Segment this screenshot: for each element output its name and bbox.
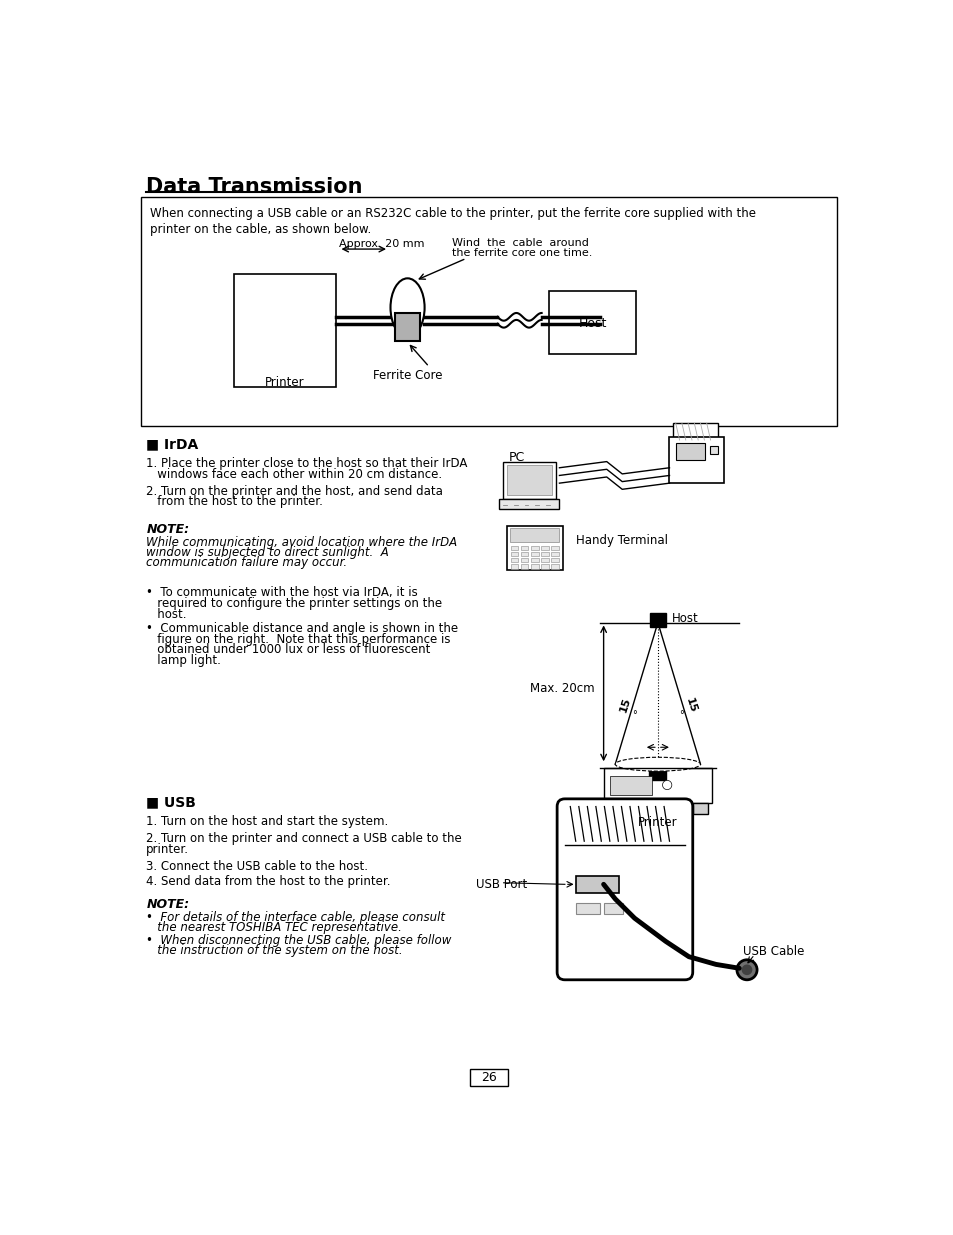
Bar: [550, 564, 558, 568]
Text: °: °: [678, 710, 682, 720]
Text: Approx. 20 mm: Approx. 20 mm: [338, 240, 424, 249]
Bar: [510, 552, 517, 556]
Text: PC: PC: [509, 451, 525, 464]
Ellipse shape: [390, 278, 424, 337]
Text: host.: host.: [146, 608, 187, 621]
FancyBboxPatch shape: [557, 799, 692, 979]
Bar: [540, 564, 548, 568]
Bar: [520, 552, 528, 556]
Bar: [233, 274, 335, 387]
Text: required to configure the printer settings on the: required to configure the printer settin…: [146, 597, 442, 610]
Text: Ferrite Core: Ferrite Core: [373, 369, 442, 382]
Text: •  Communicable distance and angle is shown in the: • Communicable distance and angle is sho…: [146, 621, 458, 635]
Ellipse shape: [615, 757, 700, 771]
Bar: [510, 564, 517, 568]
Bar: [609, 776, 652, 795]
Text: Host: Host: [578, 317, 606, 330]
Text: the instruction of the system on the host.: the instruction of the system on the hos…: [146, 945, 402, 957]
Bar: [395, 312, 419, 341]
Bar: [530, 564, 537, 568]
Bar: [607, 803, 622, 814]
Text: 15: 15: [682, 697, 697, 714]
Text: •  When disconnecting the USB cable, please follow: • When disconnecting the USB cable, plea…: [146, 934, 452, 946]
Text: lamp light.: lamp light.: [146, 655, 221, 667]
Text: the nearest TOSHIBA TEC representative.: the nearest TOSHIBA TEC representative.: [146, 920, 402, 934]
Bar: [506, 526, 562, 571]
Text: window is subjected to direct sunlight.  A: window is subjected to direct sunlight. …: [146, 546, 389, 558]
Text: Printer: Printer: [265, 377, 305, 389]
Text: While communicating, avoid location where the IrDA: While communicating, avoid location wher…: [146, 536, 457, 548]
Text: •  For details of the interface cable, please consult: • For details of the interface cable, pl…: [146, 910, 445, 924]
Text: 1. Turn on the host and start the system.: 1. Turn on the host and start the system…: [146, 815, 388, 827]
Bar: [649, 768, 666, 781]
Bar: [549, 290, 636, 353]
Text: Printer: Printer: [638, 816, 677, 829]
Text: USB Port: USB Port: [476, 878, 526, 892]
Bar: [669, 437, 723, 483]
Text: °: °: [632, 710, 637, 720]
Bar: [520, 564, 528, 568]
Text: figure on the right.  Note that this performance is: figure on the right. Note that this perf…: [146, 632, 451, 646]
Text: the ferrite core one time.: the ferrite core one time.: [452, 248, 592, 258]
Text: printer on the cable, as shown below.: printer on the cable, as shown below.: [150, 222, 371, 236]
Text: 3. Connect the USB cable to the host.: 3. Connect the USB cable to the host.: [146, 860, 368, 873]
Bar: [470, 1070, 507, 1086]
Text: 1. Place the printer close to the host so that their IrDA: 1. Place the printer close to the host s…: [146, 457, 467, 471]
Bar: [576, 876, 618, 893]
Bar: [649, 614, 665, 627]
Bar: [550, 552, 558, 556]
Text: Host: Host: [671, 611, 698, 625]
Circle shape: [661, 781, 671, 789]
Bar: [498, 499, 558, 509]
Bar: [550, 558, 558, 562]
Text: 2. Turn on the printer and the host, and send data: 2. Turn on the printer and the host, and…: [146, 484, 443, 498]
Text: NOTE:: NOTE:: [146, 524, 190, 536]
Text: NOTE:: NOTE:: [146, 898, 190, 911]
Text: Wind  the  cable  around: Wind the cable around: [452, 238, 589, 248]
Text: from the host to the printer.: from the host to the printer.: [146, 495, 323, 509]
Bar: [540, 558, 548, 562]
Text: printer.: printer.: [146, 842, 190, 856]
Text: USB Cable: USB Cable: [742, 945, 803, 958]
Circle shape: [736, 960, 757, 979]
Bar: [692, 803, 707, 814]
Text: 4. Send data from the host to the printer.: 4. Send data from the host to the printe…: [146, 876, 391, 888]
Text: •  To communicate with the host via IrDA, it is: • To communicate with the host via IrDA,…: [146, 587, 417, 599]
Bar: [520, 546, 528, 550]
Text: 2. Turn on the printer and connect a USB cable to the: 2. Turn on the printer and connect a USB…: [146, 832, 461, 845]
Bar: [506, 466, 551, 495]
Bar: [530, 558, 537, 562]
Bar: [675, 443, 704, 461]
Bar: [603, 903, 622, 914]
Text: communication failure may occur.: communication failure may occur.: [146, 556, 347, 568]
Bar: [576, 903, 599, 914]
Bar: [540, 546, 548, 550]
Bar: [510, 546, 517, 550]
Circle shape: [741, 966, 751, 974]
Bar: [603, 768, 711, 803]
Text: ■ IrDA: ■ IrDA: [146, 437, 198, 451]
Text: ■ USB: ■ USB: [146, 795, 196, 809]
Text: Handy Terminal: Handy Terminal: [576, 535, 668, 547]
Bar: [502, 462, 555, 499]
Text: 15: 15: [618, 697, 632, 714]
Bar: [550, 546, 558, 550]
Bar: [709, 446, 717, 454]
Bar: [530, 552, 537, 556]
Bar: [520, 558, 528, 562]
Text: windows face each other within 20 cm distance.: windows face each other within 20 cm dis…: [146, 468, 442, 480]
Bar: [673, 424, 718, 440]
Bar: [510, 558, 517, 562]
Text: obtained under 1000 lux or less of fluorescent: obtained under 1000 lux or less of fluor…: [146, 643, 431, 656]
Bar: [141, 196, 836, 426]
Text: 26: 26: [480, 1071, 497, 1084]
Text: Max. 20cm: Max. 20cm: [530, 682, 594, 695]
Bar: [530, 546, 537, 550]
Bar: [540, 552, 548, 556]
Text: Data Transmission: Data Transmission: [146, 178, 362, 198]
Text: When connecting a USB cable or an RS232C cable to the printer, put the ferrite c: When connecting a USB cable or an RS232C…: [150, 206, 756, 220]
Bar: [509, 527, 558, 542]
